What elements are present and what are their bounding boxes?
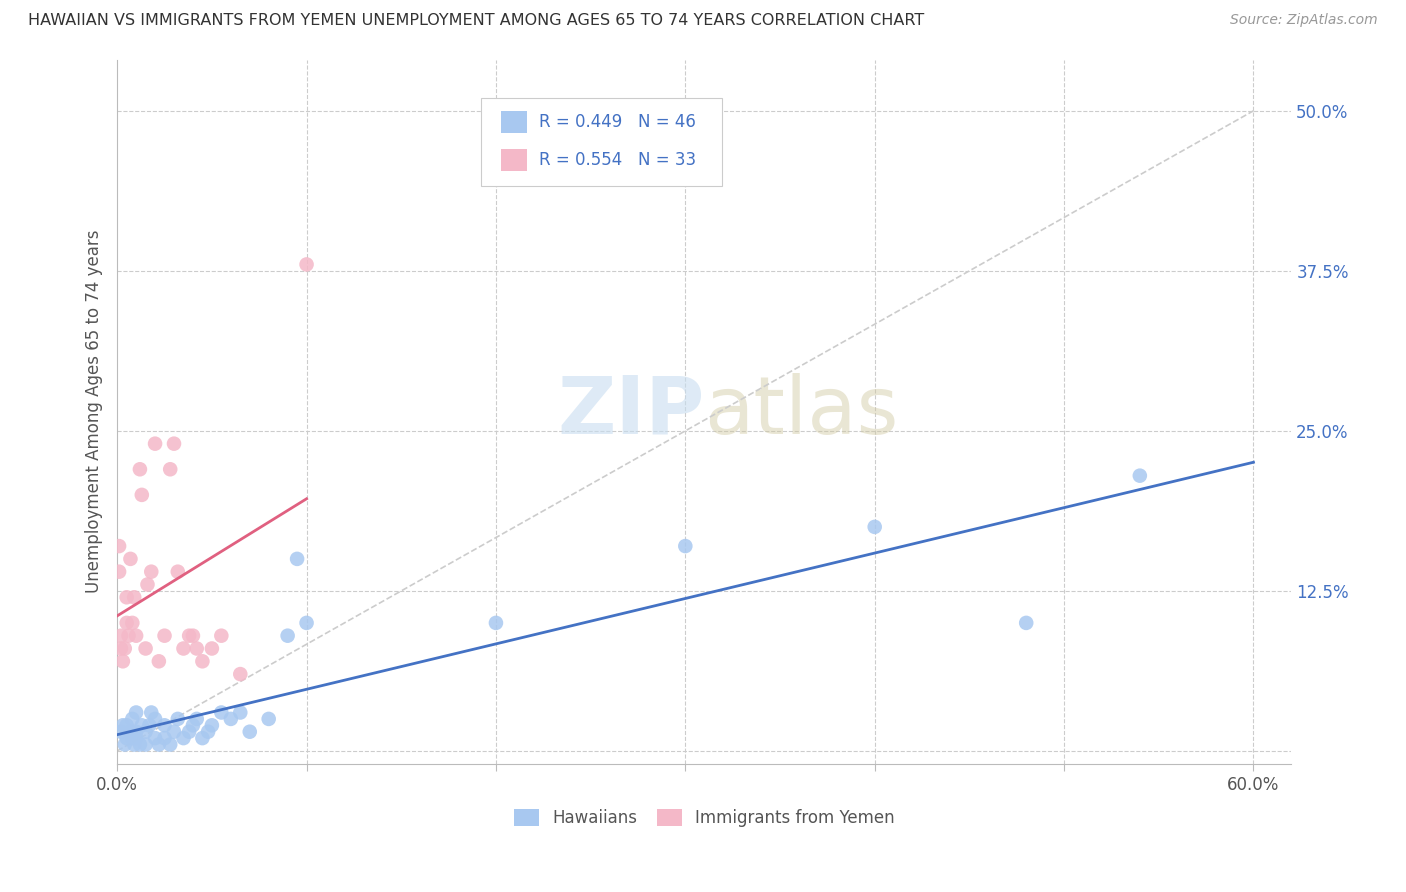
Point [141,706,163,720]
Point [120,724,142,739]
Point [110,641,132,656]
Point [129,462,152,476]
Point [179,724,201,739]
Text: Source: ZipAtlas.com: Source: ZipAtlas.com [1230,13,1378,28]
Point [197,724,219,739]
Point [485,615,508,630]
Point [209,629,232,643]
Point [125,629,148,643]
Point [115,718,138,732]
Point [125,724,148,739]
Point [114,738,136,752]
Point [131,488,153,502]
Point [277,629,299,643]
Point [191,654,214,668]
Point [673,539,696,553]
Point [172,731,194,745]
Text: HAWAIIAN VS IMMIGRANTS FROM YEMEN UNEMPLOYMENT AMONG AGES 65 TO 74 YEARS CORRELA: HAWAIIAN VS IMMIGRANTS FROM YEMEN UNEMPL… [28,13,924,29]
Point [143,731,166,745]
Point [115,731,138,745]
Point [129,738,152,752]
Point [115,591,138,605]
Point [285,552,308,566]
Point [229,667,252,681]
Point [115,615,138,630]
Point [135,738,157,752]
Point [153,718,176,732]
FancyBboxPatch shape [501,149,527,170]
Point [201,718,224,732]
Point [122,591,145,605]
Point [1129,468,1152,483]
Point [108,565,131,579]
Point [122,738,145,752]
Point [163,724,186,739]
Point [239,724,262,739]
Point [121,731,143,745]
Point [110,629,132,643]
Point [136,577,159,591]
Point [209,706,232,720]
Point [159,462,181,476]
Point [108,539,131,553]
Text: R = 0.449   N = 46: R = 0.449 N = 46 [538,112,696,131]
Point [201,641,224,656]
Point [172,641,194,656]
Point [163,436,186,450]
Text: atlas: atlas [704,373,898,450]
Point [131,718,153,732]
Point [166,565,188,579]
Point [295,615,318,630]
Point [159,738,181,752]
Point [135,724,157,739]
Point [143,436,166,450]
Point [181,629,204,643]
Point [153,731,176,745]
Point [863,520,886,534]
Point [143,712,166,726]
FancyBboxPatch shape [481,98,721,186]
Y-axis label: Unemployment Among Ages 65 to 74 years: Unemployment Among Ages 65 to 74 years [86,230,103,593]
Text: ZIP: ZIP [557,373,704,450]
Point [179,629,201,643]
Point [186,712,208,726]
Point [125,731,148,745]
Point [125,706,148,720]
Point [120,552,142,566]
Point [111,654,134,668]
Point [121,712,143,726]
Point [148,738,170,752]
Point [111,718,134,732]
Point [166,712,188,726]
Point [117,629,139,643]
Point [186,641,208,656]
Point [110,724,132,739]
Point [148,654,170,668]
Point [114,641,136,656]
Point [141,565,163,579]
Point [153,629,176,643]
Text: R = 0.554   N = 33: R = 0.554 N = 33 [538,151,696,169]
Legend: Hawaiians, Immigrants from Yemen: Hawaiians, Immigrants from Yemen [508,803,901,834]
Point [295,257,318,271]
Point [257,712,280,726]
Point [1015,615,1038,630]
Point [229,706,252,720]
FancyBboxPatch shape [501,111,527,133]
Point [121,615,143,630]
Point [135,641,157,656]
Point [138,718,160,732]
Point [191,731,214,745]
Point [181,718,204,732]
Point [219,712,242,726]
